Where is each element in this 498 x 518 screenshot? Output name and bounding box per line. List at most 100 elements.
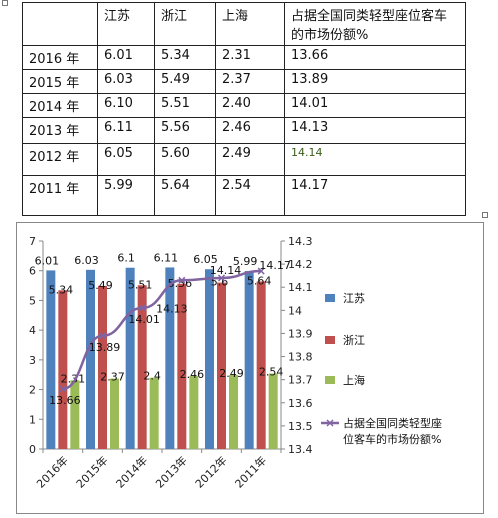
line-data-label: 13.66 bbox=[49, 394, 81, 407]
table-cell-js: 6.01 bbox=[97, 45, 155, 70]
legend-label: 占据全国同类轻型座 bbox=[343, 416, 442, 430]
resize-handle[interactable] bbox=[482, 212, 488, 218]
bar-上海 bbox=[229, 375, 238, 449]
y-left-tick-label: 7 bbox=[29, 235, 36, 248]
bar-浙江 bbox=[177, 283, 187, 449]
bar-浙江 bbox=[137, 285, 147, 449]
table-row: 2012 年 6.05 5.60 2.49 14.14 bbox=[22, 143, 466, 176]
y-right-tick-label: 13.9 bbox=[288, 327, 313, 340]
y-left-tick-label: 1 bbox=[29, 413, 36, 426]
table-cell-js: 6.11 bbox=[97, 117, 155, 144]
line-point-share bbox=[98, 332, 107, 340]
table-header-cell: 浙江 bbox=[154, 2, 216, 46]
bar-data-label: 2.54 bbox=[259, 366, 284, 379]
bar-江苏 bbox=[125, 267, 135, 449]
table-row: 2015 年 6.03 5.49 2.37 13.89 bbox=[22, 69, 466, 94]
table-cell-sh: 2.54 bbox=[215, 175, 285, 216]
bar-浙江 bbox=[98, 285, 107, 449]
legend-label: 浙江 bbox=[343, 334, 365, 347]
x-tick-label: 2012年 bbox=[192, 453, 229, 490]
bar-data-label: 6.05 bbox=[193, 253, 218, 266]
y-right-tick-label: 14.2 bbox=[288, 258, 313, 271]
bar-上海 bbox=[189, 375, 199, 449]
x-tick-label: 2014年 bbox=[113, 453, 150, 490]
table-header-cell: 占据全国同类轻型座位客车的市场份额% bbox=[284, 2, 466, 46]
bar-data-label: 6.1 bbox=[117, 252, 134, 265]
bar-江苏 bbox=[46, 270, 56, 449]
table-cell-share: 13.66 bbox=[284, 45, 466, 70]
legend-label: 上海 bbox=[343, 373, 365, 387]
data-table: 江苏 浙江 上海 占据全国同类轻型座位客车的市场份额% 2016 年 6.01 5.34 2.… bbox=[22, 2, 466, 216]
table-cell-year: 2016 年 bbox=[22, 45, 98, 70]
x-tick-label: 2013年 bbox=[152, 453, 189, 490]
table-row: 2014 年 6.10 5.51 2.40 14.01 bbox=[22, 93, 466, 118]
table-header-cell: 江苏 bbox=[97, 2, 155, 46]
line-data-label: 13.89 bbox=[89, 341, 121, 354]
y-right-tick-label: 14.1 bbox=[288, 281, 313, 294]
table-cell-sh: 2.37 bbox=[215, 69, 285, 94]
table-cell-year: 2012 年 bbox=[22, 143, 98, 176]
bar-data-label: 5.51 bbox=[128, 278, 153, 291]
bar-data-label: 2.46 bbox=[180, 368, 205, 381]
line-point-share bbox=[178, 276, 186, 284]
table-cell-year: 2014 年 bbox=[22, 93, 98, 118]
x-tick-label: 2015年 bbox=[73, 453, 110, 490]
bar-上海 bbox=[268, 373, 278, 449]
table-cell-sh: 2.40 bbox=[215, 93, 285, 118]
combo-chart: 0 1 2 3 4 5 6 7 13.4 13.5 13.6 13.7 13.8 13.9 14 14.1 14… bbox=[29, 235, 442, 491]
y-right-tick-label: 13.4 bbox=[288, 443, 313, 456]
legend-label: 位客车的市场份额% bbox=[343, 432, 441, 446]
line-data-label: 14.14 bbox=[210, 264, 242, 277]
bar-上海 bbox=[149, 377, 159, 449]
table-row: 2013 年 6.11 5.56 2.46 14.13 bbox=[22, 117, 466, 144]
bar-data-label: 2.31 bbox=[61, 372, 86, 385]
table-cell-share: 13.89 bbox=[284, 69, 466, 94]
bar-data-label: 2.37 bbox=[100, 371, 125, 384]
line-point-share bbox=[257, 267, 265, 275]
y-left-tick-label: 3 bbox=[29, 354, 36, 367]
bar-data-label: 2.49 bbox=[219, 367, 244, 380]
legend-swatch-江苏 bbox=[325, 294, 335, 302]
bar-江苏 bbox=[86, 269, 95, 449]
table-header-row: 江苏 浙江 上海 占据全国同类轻型座位客车的市场份额% bbox=[22, 2, 466, 46]
table-cell-zj: 5.60 bbox=[154, 143, 216, 176]
x-tick-label: 2016年 bbox=[33, 453, 70, 490]
table-row: 2016 年 6.01 5.34 2.31 13.66 bbox=[22, 45, 466, 70]
table-cell-js: 6.10 bbox=[97, 93, 155, 118]
table-cell-year: 2015 年 bbox=[22, 69, 98, 94]
bar-浙江 bbox=[58, 290, 68, 449]
bar-data-label: 2.4 bbox=[143, 370, 161, 383]
table-cell-zj: 5.64 bbox=[154, 175, 216, 216]
table-cell-js: 6.03 bbox=[97, 69, 155, 94]
line-data-label: 14.13 bbox=[156, 302, 188, 315]
bar-data-label: 5.34 bbox=[49, 283, 74, 296]
table-cell-zj: 5.34 bbox=[154, 45, 216, 70]
y-left-tick-label: 0 bbox=[29, 443, 36, 456]
bar-浙江 bbox=[256, 281, 266, 449]
legend-swatch-上海 bbox=[325, 376, 335, 384]
line-data-label: 14.01 bbox=[128, 313, 160, 326]
bar-data-label: 6.11 bbox=[154, 251, 179, 264]
table-cell-js: 5.99 bbox=[97, 175, 155, 216]
y-right-tick-label: 13.8 bbox=[288, 351, 313, 364]
table-header-cell: 上海 bbox=[215, 2, 285, 46]
y-right-tick-label: 13.6 bbox=[288, 397, 313, 410]
table-cell-share: 14.14 bbox=[284, 143, 466, 176]
table-cell-share: 14.13 bbox=[284, 117, 466, 144]
bar-上海 bbox=[70, 380, 80, 449]
table-cell-zj: 5.51 bbox=[154, 93, 216, 118]
bar-江苏 bbox=[244, 271, 254, 449]
y-left-tick-label: 2 bbox=[29, 384, 36, 397]
legend-swatch-浙江 bbox=[325, 336, 335, 344]
resize-handle[interactable] bbox=[2, 0, 8, 6]
line-point-share bbox=[217, 274, 226, 282]
table-cell-sh: 2.46 bbox=[215, 117, 285, 144]
bar-data-label: 6.01 bbox=[35, 254, 60, 267]
y-left-tick-label: 6 bbox=[29, 265, 36, 278]
table-cell-zj: 5.56 bbox=[154, 117, 216, 144]
y-right-tick-label: 14 bbox=[288, 304, 302, 317]
chart-area[interactable]: 0 1 2 3 4 5 6 7 13.4 13.5 13.6 13.7 13.8 13.9 14 14.1 14… bbox=[16, 222, 484, 514]
table-cell-sh: 2.31 bbox=[215, 45, 285, 70]
y-right-tick-label: 13.7 bbox=[288, 374, 313, 387]
table-cell-year: 2013 年 bbox=[22, 117, 98, 144]
